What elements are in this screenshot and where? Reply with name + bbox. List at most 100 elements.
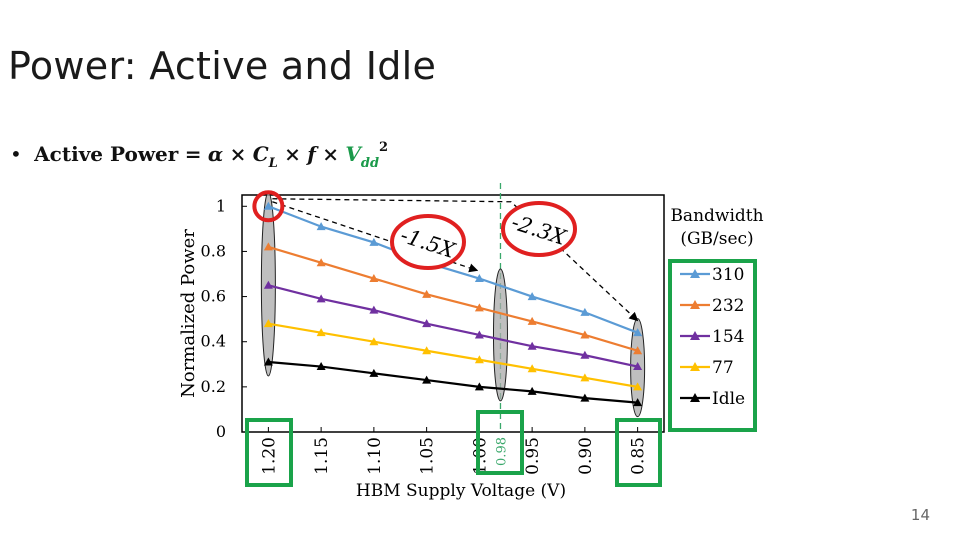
series-point-77 <box>422 346 432 355</box>
series-point-77 <box>527 364 537 373</box>
x-tick-label: 1.20 <box>259 437 279 475</box>
series-point-Idle <box>633 398 643 407</box>
equation-alpha: α <box>207 142 224 166</box>
legend-label-310: 310 <box>712 265 744 285</box>
series-point-154 <box>316 294 326 303</box>
series-point-232 <box>474 303 484 312</box>
equation-v-sup: 2 <box>379 140 389 155</box>
equation-times-1: × <box>229 142 247 166</box>
series-point-Idle <box>316 362 326 371</box>
series-point-232 <box>422 289 432 298</box>
legend-label-Idle: Idle <box>712 389 745 409</box>
chart-series-layer <box>263 201 643 407</box>
equation-lhs: Active Power <box>34 142 179 166</box>
y-tick-label: 0.8 <box>201 241 226 260</box>
legend-swatch-marker-Idle <box>690 393 700 402</box>
series-point-Idle <box>369 368 379 377</box>
legend-label-77: 77 <box>712 358 734 378</box>
equation-f: f <box>307 142 316 166</box>
series-point-232 <box>527 316 537 325</box>
x-tick-label: 1.00 <box>470 437 490 475</box>
bullet-dot: • <box>10 142 22 166</box>
series-point-154 <box>474 330 484 339</box>
series-point-310 <box>527 292 537 301</box>
series-point-77 <box>263 319 273 328</box>
annotation-circle-1 <box>390 214 466 270</box>
series-line-Idle <box>268 360 638 404</box>
equation-c-sub: L <box>268 156 278 171</box>
y-tick-label: 0.2 <box>201 377 226 396</box>
series-point-232 <box>369 274 379 283</box>
series-point-77 <box>633 382 643 391</box>
series-point-310 <box>263 201 273 210</box>
y-tick-label: 0 <box>216 422 226 441</box>
series-point-310 <box>369 237 379 246</box>
series-point-310 <box>474 274 484 283</box>
legend-title-line-2: (GB/sec) <box>680 229 753 249</box>
plot-frame <box>241 194 665 433</box>
series-point-154 <box>369 305 379 314</box>
legend-swatch-marker-154 <box>690 331 700 340</box>
y-axis-label: Normalized Power <box>178 229 199 398</box>
annotation-circle-2 <box>501 201 577 257</box>
series-point-154 <box>527 341 537 350</box>
equation-v: V <box>345 142 361 166</box>
x-tick-label: 0.90 <box>576 437 596 475</box>
series-point-77 <box>580 373 590 382</box>
series-point-154 <box>263 280 273 289</box>
series-point-Idle <box>474 382 484 391</box>
x-tick-label: 1.10 <box>365 437 385 475</box>
series-point-232 <box>580 330 590 339</box>
highlight-box-0-85 <box>615 418 662 487</box>
equation-times-3: × <box>322 142 339 166</box>
series-line-77 <box>268 322 638 388</box>
series-point-232 <box>263 242 273 251</box>
legend-title-line-1: Bandwidth <box>670 206 763 226</box>
x-tick-label: 1.15 <box>312 437 332 475</box>
legend-label-154: 154 <box>712 327 744 347</box>
y-tick-label: 0.6 <box>201 287 226 306</box>
series-point-Idle <box>263 357 273 366</box>
legend-box <box>668 259 757 432</box>
series-point-154 <box>633 362 643 371</box>
series-point-Idle <box>527 386 537 395</box>
x-axis-label: HBM Supply Voltage (V) <box>356 481 566 501</box>
legend-swatch-marker-310 <box>690 269 700 278</box>
equation-equals: = <box>184 142 202 166</box>
series-point-77 <box>316 328 326 337</box>
equation-c: C <box>252 142 269 166</box>
x-tick-label: 0.85 <box>629 437 649 475</box>
x-tick-label: 0.95 <box>523 437 543 475</box>
legend-swatch-marker-232 <box>690 300 700 309</box>
series-point-154 <box>422 319 432 328</box>
series-point-232 <box>633 346 643 355</box>
highlight-box-1-20 <box>245 418 293 487</box>
series-point-77 <box>474 355 484 364</box>
start-point-highlight <box>252 190 285 223</box>
highlight-ellipse <box>492 268 508 402</box>
annotation-arrow-2 <box>272 198 639 322</box>
series-point-310 <box>580 307 590 316</box>
y-tick-label: 0.4 <box>201 332 226 351</box>
series-point-310 <box>316 222 326 231</box>
series-point-Idle <box>580 393 590 402</box>
series-line-154 <box>268 284 638 368</box>
series-point-77 <box>369 337 379 346</box>
highlight-box-0-98 <box>476 410 524 475</box>
equation-v-sub: dd <box>360 156 380 171</box>
legend-swatch-marker-77 <box>690 362 700 371</box>
reference-line-label: 0.98 <box>494 437 509 466</box>
equation-times-2: × <box>284 142 301 166</box>
page-number: 14 <box>910 506 930 524</box>
series-point-232 <box>316 258 326 267</box>
y-tick-label: 1 <box>216 196 226 215</box>
series-point-154 <box>580 350 590 359</box>
series-line-310 <box>267 205 639 334</box>
series-line-232 <box>268 245 638 352</box>
slide-title: Power: Active and Idle <box>8 44 437 88</box>
chart-annotation-layer: -1.5X -2.3X Bandwidth(GB/sec)31023215477Id… <box>245 190 764 487</box>
equation-bullet: • Active Power = α × CL × f × Vdd2 <box>10 140 389 171</box>
legend-label-232: 232 <box>712 296 744 316</box>
x-tick-label: 1.05 <box>418 437 438 475</box>
